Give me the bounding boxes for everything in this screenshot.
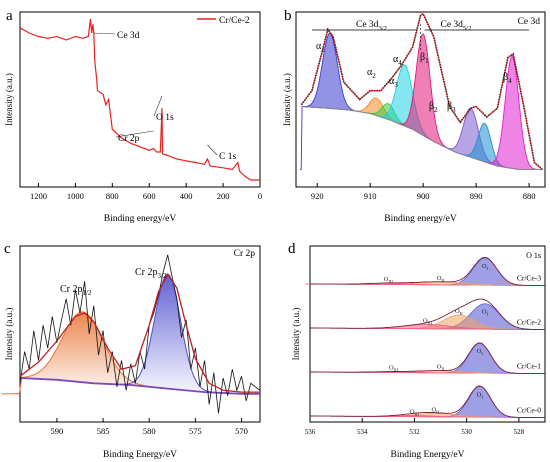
panel-d-component-label-OIII: OIII bbox=[389, 365, 399, 373]
panel-a-annotation-leader bbox=[153, 95, 163, 117]
panel-a-survey-line bbox=[19, 18, 260, 181]
panel-a-x-tick-label: 1000 bbox=[67, 191, 84, 201]
panel-d-component-label-OII: OII bbox=[431, 406, 439, 414]
panel-a-x-tick-label: 400 bbox=[180, 191, 193, 201]
panel-b-x-tick-label: 920 bbox=[311, 191, 324, 201]
panel-c-fit-line bbox=[19, 272, 260, 393]
panel-b-ylabel: Intensity (a.u.) bbox=[282, 73, 292, 126]
panel-d-envelope-line bbox=[310, 256, 545, 287]
panel-a-annotation-label: C 1s bbox=[219, 152, 236, 162]
panel-d-component-label-OII: OII bbox=[437, 364, 445, 372]
panel-d-component-label-OII: OII bbox=[455, 308, 463, 316]
panel-d-x-tick-label: 532 bbox=[409, 428, 420, 436]
panel-d-component-label-OIII: OIII bbox=[423, 317, 433, 325]
panel-d-sample-label: Cr/Ce-0 bbox=[517, 405, 541, 414]
panel-b-region-label-3d32: Ce 3d3/2 bbox=[356, 20, 387, 32]
panel-a-ylabel: Intensity (a.u.) bbox=[4, 73, 14, 126]
panel-b-peak-label: β1 bbox=[420, 52, 429, 65]
panel-a-x-tick-label: 0 bbox=[258, 191, 262, 201]
panel-d-x-tick-label: 530 bbox=[461, 428, 472, 436]
panel-c-background-line bbox=[19, 377, 260, 395]
panel-d-component-label-OI: OI bbox=[477, 391, 484, 399]
panel-b-peak-label: β2 bbox=[429, 101, 438, 114]
panel-a-frame bbox=[19, 11, 261, 188]
panel-a-x-tick-label: 1200 bbox=[30, 191, 47, 201]
panel-b-letter: b bbox=[284, 8, 292, 24]
panel-c-x-tick-label: 570 bbox=[235, 426, 248, 436]
panel-c-xlabel: Binding Energy/eV bbox=[103, 450, 177, 460]
panel-b-peak-label: β4 bbox=[503, 72, 512, 85]
panel-d-component-label-OII: OII bbox=[437, 275, 445, 283]
panel-b-x-tick-label: 910 bbox=[364, 191, 377, 201]
panel-b-background-line bbox=[301, 106, 543, 170]
panel-d-component-label-OI: OI bbox=[482, 263, 489, 271]
panel-b-xlabel: Binding energy/eV bbox=[384, 214, 457, 224]
panel-a-x-tick-label: 600 bbox=[143, 191, 156, 201]
panel-b-x-tick-label: 900 bbox=[417, 191, 430, 201]
panel-c-x-tick-label: 580 bbox=[143, 426, 156, 436]
panel-d-component-label-OIII: OIII bbox=[384, 276, 394, 284]
panel-c-x-tick-label: 585 bbox=[97, 426, 110, 436]
panel-d-sample-label: Cr/Ce-1 bbox=[517, 361, 541, 370]
panel-b-x-tick-label: 890 bbox=[470, 191, 483, 201]
panel-d-xlabel: Binding Energy/eV bbox=[391, 450, 465, 460]
panel-d-sample-label: Cr/Ce-2 bbox=[517, 317, 541, 326]
panel-a-annotation-label: Cr 2p bbox=[118, 134, 140, 144]
panel-b-x-tick-label: 880 bbox=[523, 191, 536, 201]
panel-c-title: Cr 2p bbox=[234, 249, 256, 259]
panel-d-title: O 1s bbox=[526, 251, 541, 260]
panel-c-peak-label-2p32: Cr 2p3/2 bbox=[135, 267, 167, 280]
panel-d-envelope-line bbox=[310, 342, 545, 375]
panel-a-annotation-label: O 1s bbox=[156, 113, 174, 123]
panel-d-component-label-OI: OI bbox=[477, 348, 484, 356]
panel-b-peak-label: α3 bbox=[389, 76, 398, 89]
panel-b-frame bbox=[295, 11, 546, 188]
panel-c-letter: c bbox=[4, 241, 11, 257]
panel-a-xlabel: Binding energy/eV bbox=[104, 214, 177, 224]
panel-c-peak-label-2p12: Cr 2p1/2 bbox=[60, 284, 92, 297]
panel-a-annotation-leader bbox=[92, 32, 116, 35]
panel-d-component-label-OIII: OIII bbox=[410, 408, 420, 416]
panel-a-x-tick-label: 800 bbox=[106, 191, 119, 201]
panel-d-letter: d bbox=[288, 241, 296, 257]
panel-b-title: Ce 3d bbox=[518, 17, 541, 27]
panel-c-frame bbox=[19, 245, 261, 423]
panel-b-component-α1 bbox=[300, 32, 360, 170]
panel-b-fit-line bbox=[300, 13, 543, 170]
panel-c-raw-line bbox=[19, 254, 261, 414]
panel-b-region-label-3d52: Ce 3d5/2 bbox=[441, 20, 472, 32]
panel-d-envelope-line bbox=[310, 298, 545, 331]
panel-d-sample-label: Cr/Ce-3 bbox=[517, 273, 541, 282]
panel-c-ylabel: Intensity (a.u.) bbox=[4, 308, 14, 361]
panel-d-frame bbox=[309, 245, 546, 423]
panel-a-legend-label: Cr/Ce-2 bbox=[219, 16, 250, 26]
panel-b-peak-label: β3 bbox=[447, 101, 456, 114]
panel-b-peak-label: α2 bbox=[367, 67, 376, 80]
panel-a-annotation-label: Ce 3d bbox=[117, 31, 140, 41]
panel-b-peak-label: α1 bbox=[316, 41, 325, 54]
panel-a-annotation-leader bbox=[207, 144, 218, 156]
panel-d-x-tick-label: 534 bbox=[357, 428, 368, 436]
panel-b-peak-label: α4 bbox=[393, 54, 402, 67]
panel-d-ylabel: Intensity (a.u.) bbox=[291, 308, 301, 361]
panel-a-annotation-leader bbox=[115, 130, 154, 138]
panel-d-component-label-OI: OI bbox=[482, 309, 489, 317]
panel-c-x-tick-label: 575 bbox=[189, 426, 202, 436]
panel-d-x-tick-label: 536 bbox=[305, 428, 316, 436]
panel-d-envelope-line bbox=[310, 385, 545, 419]
panel-a-x-tick-label: 200 bbox=[217, 191, 230, 201]
panel-d-x-tick-label: 528 bbox=[514, 428, 525, 436]
panel-a-letter: a bbox=[6, 8, 13, 24]
panel-c-x-tick-label: 590 bbox=[51, 426, 64, 436]
